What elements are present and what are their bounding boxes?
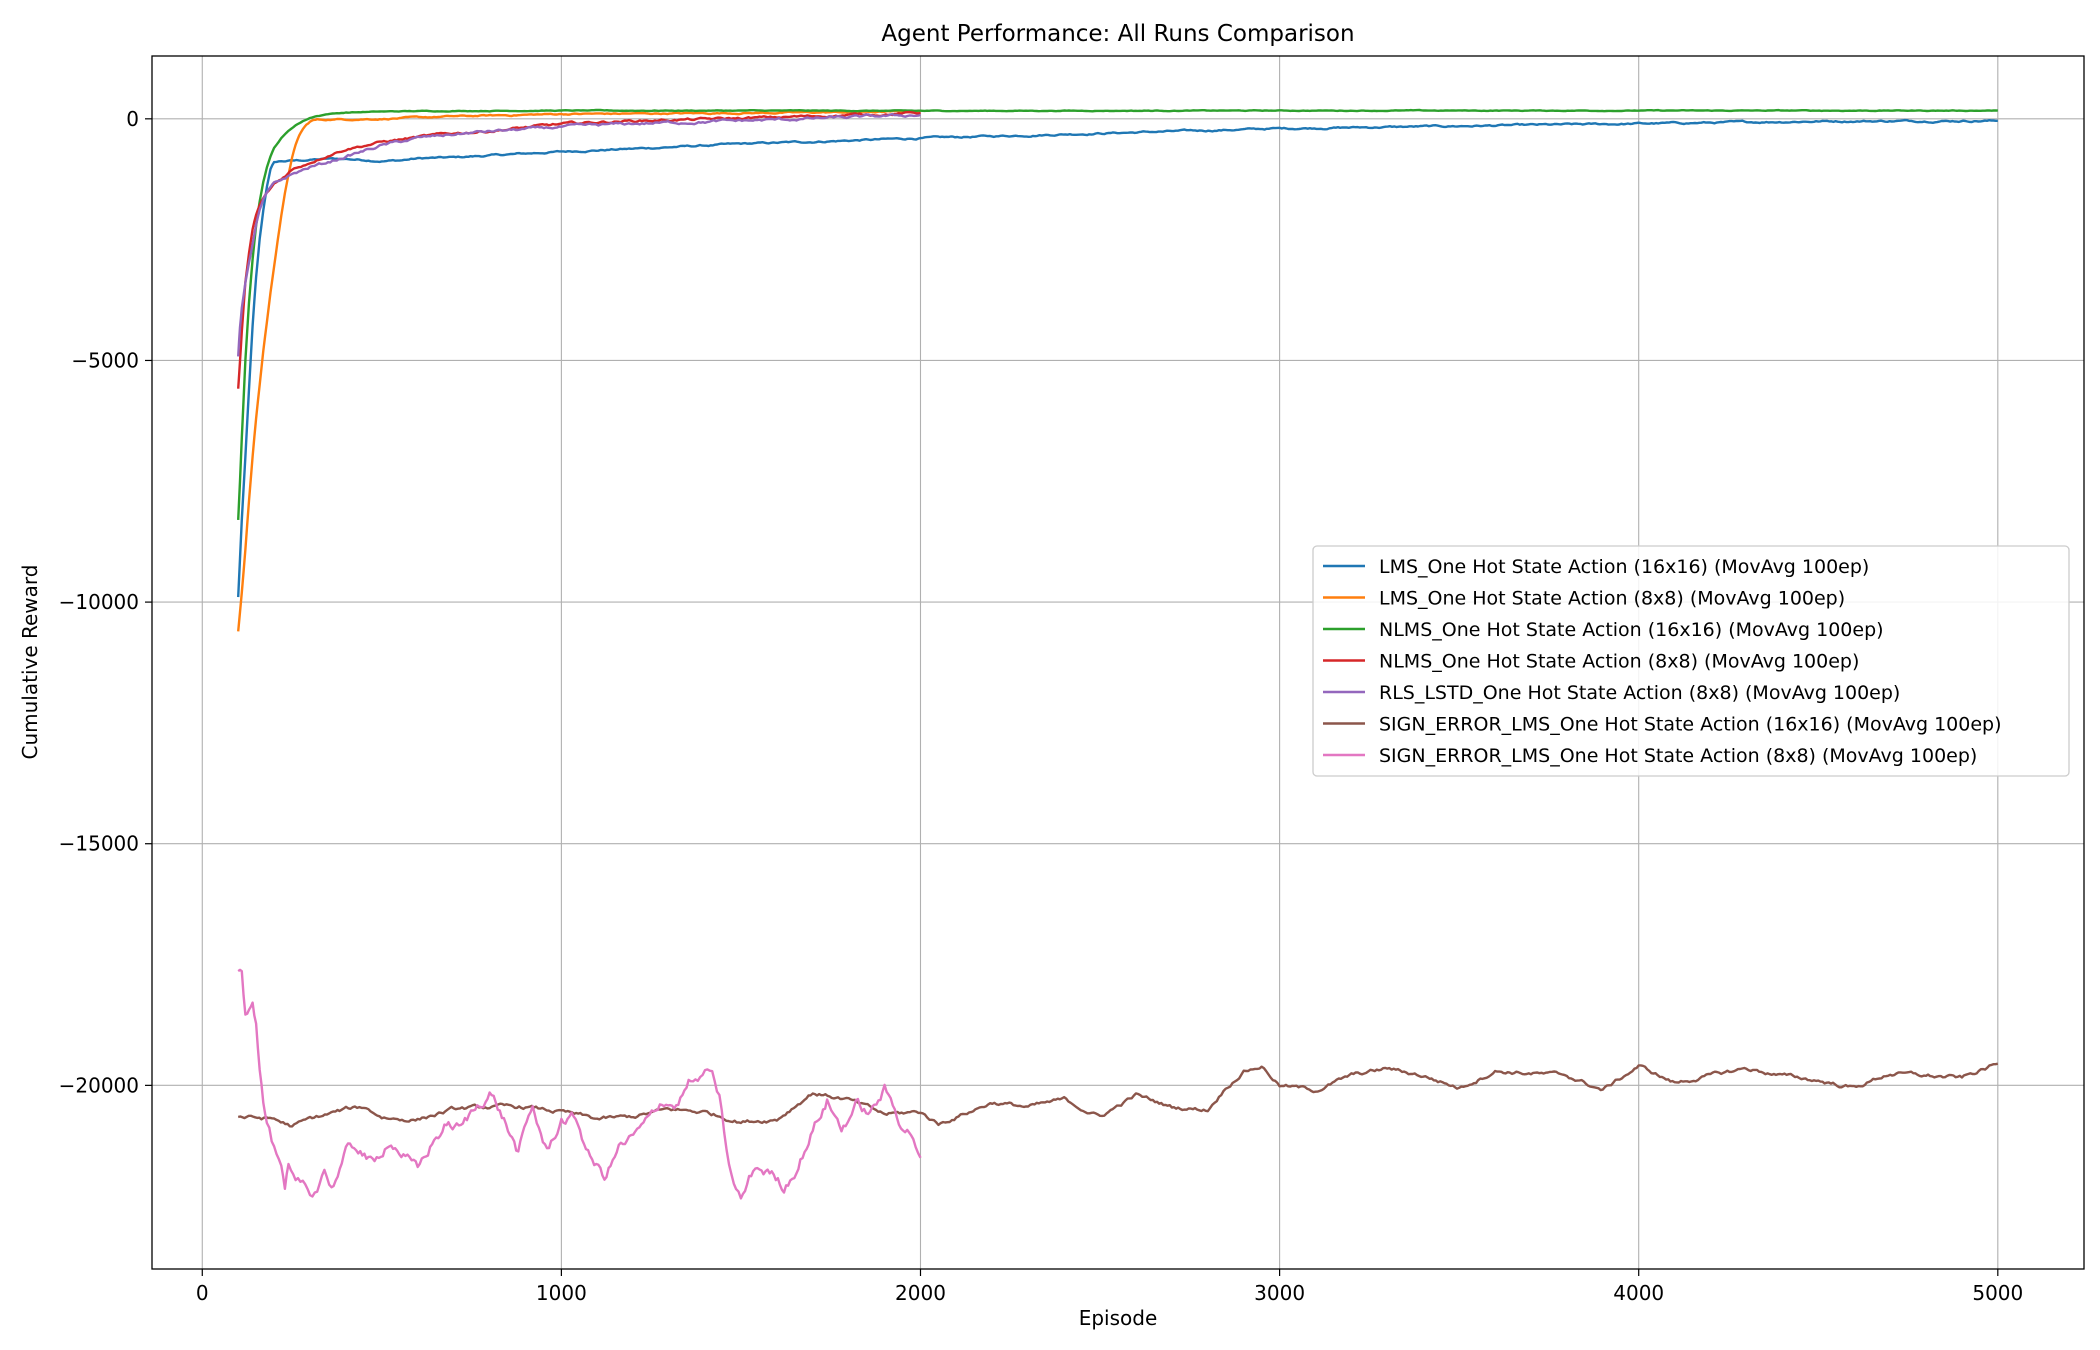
y-tick-label: 0 [126, 107, 139, 131]
x-tick-label: 2000 [895, 1281, 946, 1305]
legend-label-6: SIGN_ERROR_LMS_One Hot State Action (16x… [1379, 714, 2002, 736]
legend-label-5: RLS_LSTD_One Hot State Action (8x8) (Mov… [1379, 682, 1900, 704]
series-line-1 [237, 118, 1998, 598]
series-line-4 [237, 110, 921, 389]
series-line-5 [237, 112, 921, 357]
x-tick-label: 0 [196, 1281, 209, 1305]
x-tick-label: 4000 [1613, 1281, 1664, 1305]
chart-title: Agent Performance: All Runs Comparison [881, 21, 1354, 47]
y-tick-label: −5000 [71, 348, 139, 372]
x-tick-label: 3000 [1254, 1281, 1305, 1305]
x-tick-label: 5000 [1972, 1281, 2023, 1305]
series-line-7 [237, 968, 922, 1200]
x-axis-label: Episode [1079, 1306, 1158, 1330]
series-line-6 [237, 1062, 1999, 1128]
y-axis-ticks: 0 −5000 −10000 −15000 −20000 [59, 107, 152, 1097]
plot-frame [151, 55, 2085, 1270]
legend: LMS_One Hot State Action (16x16) (MovAvg… [1312, 545, 2070, 777]
series-layer [237, 108, 1999, 1200]
y-tick-label: −20000 [59, 1073, 139, 1097]
y-tick-label: −15000 [59, 832, 139, 856]
x-axis-ticks: 0 1000 2000 3000 4000 5000 [196, 1269, 2023, 1305]
legend-frame [1312, 545, 2070, 777]
grid [152, 56, 2084, 1269]
legend-label-1: LMS_One Hot State Action (16x16) (MovAvg… [1379, 556, 1869, 578]
legend-label-3: NLMS_One Hot State Action (16x16) (MovAv… [1379, 619, 1884, 641]
legend-label-4: NLMS_One Hot State Action (8x8) (MovAvg … [1379, 651, 1859, 673]
y-axis-label: Cumulative Reward [18, 565, 42, 760]
x-tick-label: 1000 [536, 1281, 587, 1305]
series-line-3 [237, 108, 1998, 520]
series-line-2 [237, 109, 921, 632]
legend-label-2: LMS_One Hot State Action (8x8) (MovAvg 1… [1379, 588, 1845, 610]
y-tick-label: −10000 [59, 590, 139, 614]
legend-label-7: SIGN_ERROR_LMS_One Hot State Action (8x8… [1379, 745, 1977, 767]
